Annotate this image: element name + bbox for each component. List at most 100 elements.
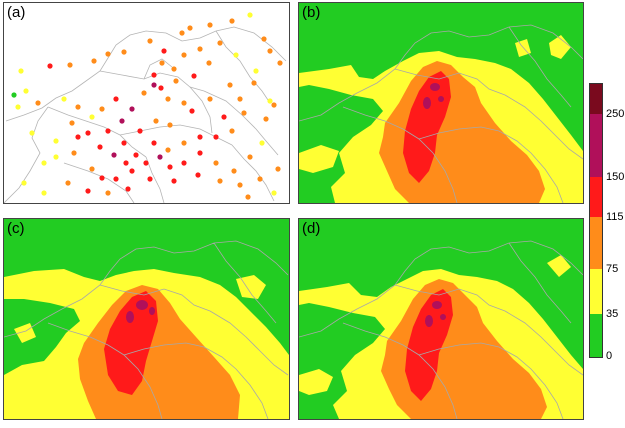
station-dot xyxy=(231,168,237,174)
station-dot xyxy=(69,120,75,126)
station-dot xyxy=(157,154,163,160)
station-dot xyxy=(241,110,247,116)
station-dot xyxy=(151,72,157,78)
station-dot xyxy=(71,150,77,156)
station-dot xyxy=(245,194,251,200)
province-boundaries xyxy=(4,26,287,203)
station-dot xyxy=(165,147,171,153)
station-dot xyxy=(247,154,253,160)
concentration-field-b xyxy=(299,3,583,203)
station-dot xyxy=(261,36,267,42)
station-dot xyxy=(173,78,179,84)
concentration-field-d xyxy=(299,219,583,419)
colorbar-segment-115-150 xyxy=(590,177,602,217)
station-dot xyxy=(267,48,273,54)
contour-fill-150-250 xyxy=(440,314,446,320)
station-dot xyxy=(213,134,219,140)
station-dot xyxy=(181,140,187,146)
station-dot xyxy=(181,52,187,58)
station-dot xyxy=(15,104,21,110)
station-dot xyxy=(147,176,153,182)
contour-patch-35-75 xyxy=(515,39,531,57)
station-dot xyxy=(165,96,171,102)
contour-patch-35-75 xyxy=(549,35,571,59)
station-dot xyxy=(65,180,71,186)
contour-patch-35-75 xyxy=(299,145,339,173)
station-dot xyxy=(153,118,159,124)
station-dot xyxy=(181,160,187,166)
station-dot xyxy=(221,114,227,120)
station-dot xyxy=(277,60,283,66)
station-dot xyxy=(47,63,53,69)
station-dot xyxy=(271,102,277,108)
station-dot xyxy=(99,106,105,112)
station-dot xyxy=(129,106,135,112)
station-dot xyxy=(141,90,147,96)
contour-fill-150-250 xyxy=(438,96,444,102)
station-dot xyxy=(233,52,239,58)
panel-label-d: (d) xyxy=(302,220,321,237)
map-panel-c: (c) xyxy=(3,218,290,420)
station-dot xyxy=(253,68,259,74)
station-dot xyxy=(151,82,157,88)
station-dot xyxy=(75,134,81,140)
station-dot xyxy=(159,60,165,66)
station-dot xyxy=(179,30,185,36)
station-dot xyxy=(257,176,263,182)
contour-patch-35-75 xyxy=(299,369,333,395)
station-dot xyxy=(267,98,273,104)
station-dot xyxy=(53,138,59,144)
station-dot xyxy=(35,100,41,106)
station-dot xyxy=(181,100,187,106)
station-dot xyxy=(89,166,95,172)
station-dot xyxy=(161,48,167,54)
colorbar-segment-35-75 xyxy=(590,269,602,314)
contour-fill-150-250 xyxy=(425,315,433,327)
station-dot xyxy=(227,82,233,88)
station-dot xyxy=(158,85,164,91)
station-dot xyxy=(121,49,127,55)
station-dot xyxy=(91,58,97,64)
colorbar xyxy=(589,83,603,358)
station-dot xyxy=(75,104,81,110)
station-dot xyxy=(61,96,67,102)
station-dot xyxy=(275,166,281,172)
colorbar-segment-0-35 xyxy=(590,314,602,357)
station-dot xyxy=(97,144,103,150)
station-dot xyxy=(85,130,91,136)
colorbar-tick-250: 250 xyxy=(606,108,625,120)
map-panel-b: (b) xyxy=(298,2,584,204)
contour-fill-150-250 xyxy=(430,83,440,91)
province-boundaries xyxy=(4,240,289,419)
panel-label-b: (b) xyxy=(302,4,321,21)
contour-fill-150-250 xyxy=(423,97,431,109)
station-dot xyxy=(171,66,177,72)
contour-fill-150-250 xyxy=(149,307,155,315)
station-dot xyxy=(195,172,201,178)
concentration-field-c xyxy=(4,219,289,419)
station-dot xyxy=(197,46,203,52)
station-dot xyxy=(189,108,195,114)
station-dot xyxy=(147,38,153,44)
station-dot xyxy=(67,62,73,68)
contour-fill-150-250 xyxy=(126,311,134,323)
station-dot xyxy=(29,130,35,136)
station-dot xyxy=(53,154,59,160)
station-dot xyxy=(217,40,223,46)
station-dot xyxy=(125,186,131,192)
station-dot xyxy=(247,12,253,18)
station-dot xyxy=(237,182,243,188)
station-dot xyxy=(271,190,277,196)
station-dot xyxy=(137,128,143,134)
station-dot xyxy=(229,128,235,134)
station-dot xyxy=(217,178,223,184)
station-dot xyxy=(191,73,197,79)
station-dot xyxy=(229,18,235,24)
station-dot xyxy=(41,190,47,196)
station-dot xyxy=(11,92,17,98)
station-dot xyxy=(113,96,119,102)
station-dot xyxy=(41,160,47,166)
station-dot xyxy=(129,168,135,174)
station-dot xyxy=(187,25,193,31)
station-dot xyxy=(171,178,177,184)
